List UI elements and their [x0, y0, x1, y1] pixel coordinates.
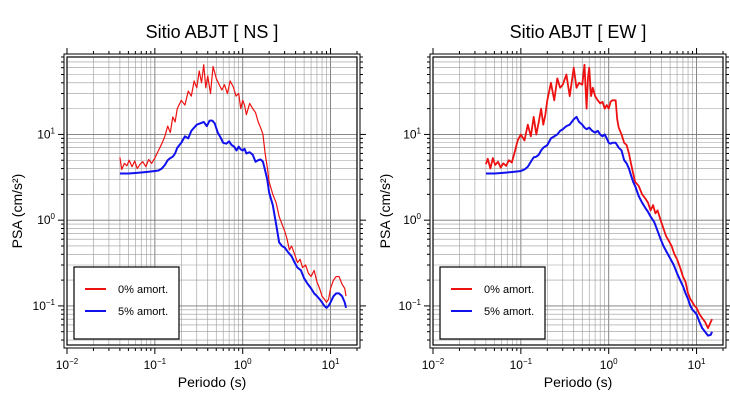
series-line-2 — [119, 119, 347, 309]
chart-panel-2: 10−2 10−1 100 101 10−1 100 101 Sitio ABJT [ EW … — [377, 22, 730, 390]
y-tick-label: 100 — [37, 212, 55, 227]
series-line-1 — [119, 64, 347, 303]
legend-box — [439, 266, 546, 340]
x-tick-label: 10−2 — [422, 357, 445, 372]
plot-frame-outer — [429, 53, 727, 349]
y-axis-label: PSA (cm/s²) — [9, 174, 25, 249]
y-tick-label: 10−1 — [399, 298, 422, 313]
chart-title: Sitio ABJT [ NS ] — [146, 22, 279, 42]
legend-label: 5% amort. — [118, 306, 168, 318]
legend-label: 5% amort. — [484, 306, 534, 318]
y-axis-label: PSA (cm/s²) — [377, 174, 393, 249]
y-tick-label: 101 — [37, 126, 55, 141]
y-tick-label: 100 — [403, 212, 421, 227]
grid — [66, 56, 358, 345]
legend-label: 0% amort. — [484, 284, 534, 296]
x-tick-label: 101 — [322, 357, 340, 372]
y-tick-label: 101 — [403, 126, 421, 141]
plot-frame-outer — [63, 53, 361, 349]
x-tick-label: 100 — [600, 357, 618, 372]
x-tick-label: 100 — [234, 357, 252, 372]
chart-title: Sitio ABJT [ EW ] — [510, 22, 647, 42]
x-tick-label: 10−2 — [56, 357, 79, 372]
x-axis-label: Periodo (s) — [544, 374, 612, 390]
plot-frame — [66, 56, 358, 346]
x-tick-label: 10−1 — [510, 357, 533, 372]
chart-panel-1: 10−2 10−1 100 101 10−1 100 101 Sitio ABJT [ NS … — [9, 22, 366, 390]
plot-frame — [432, 56, 724, 346]
x-axis-label: Periodo (s) — [178, 374, 246, 390]
legend-label: 0% amort. — [118, 284, 168, 296]
x-tick-label: 101 — [688, 357, 706, 372]
legend-box — [73, 266, 180, 340]
series-line-2 — [485, 115, 713, 337]
legend: 0% amort. 5% amort. — [439, 266, 546, 340]
x-tick-label: 10−1 — [144, 357, 167, 372]
legend: 0% amort. 5% amort. — [73, 266, 180, 340]
y-tick-label: 10−1 — [33, 298, 56, 313]
series-line-1 — [485, 63, 713, 330]
